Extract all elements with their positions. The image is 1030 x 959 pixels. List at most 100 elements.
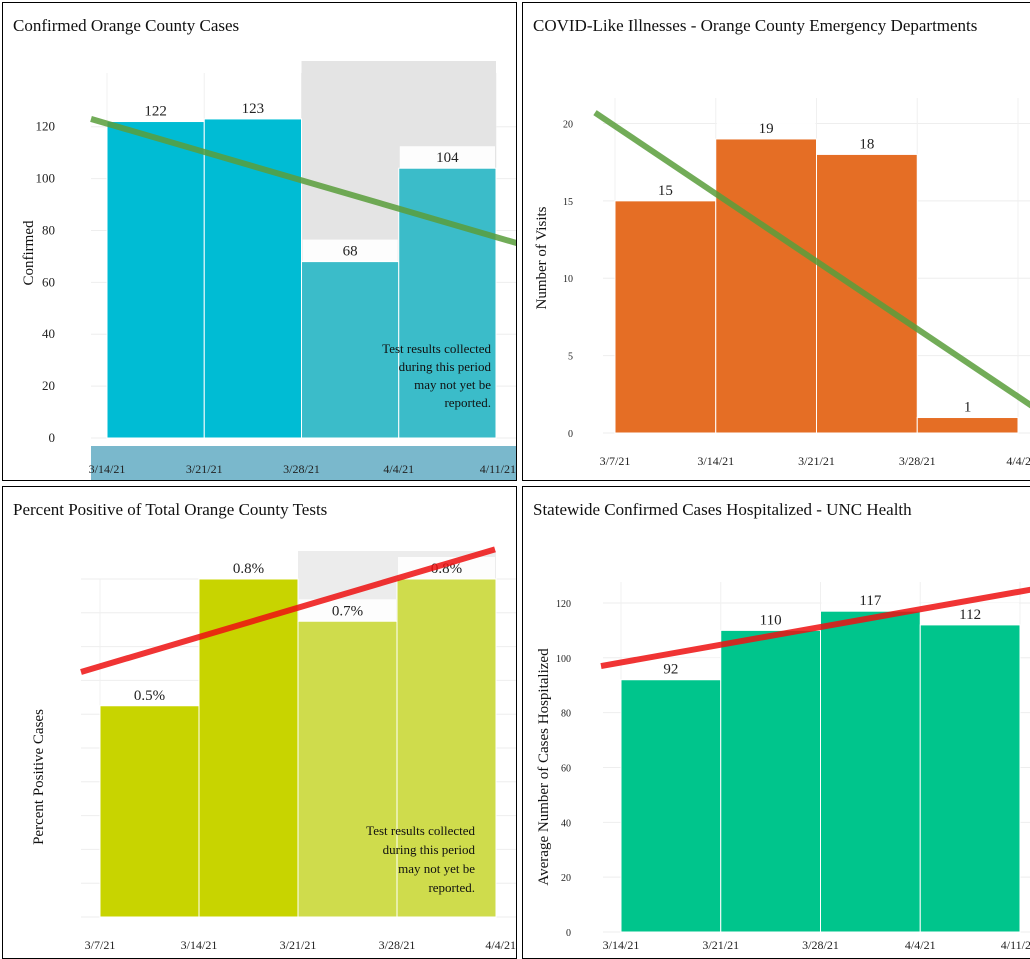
y-axis-label: Confirmed xyxy=(21,220,37,285)
bar-value-label: 92 xyxy=(663,662,678,678)
note-line: reported. xyxy=(428,880,475,895)
hospitalized-chart: 3/14/21 3/21/21 3/28/21 4/4/21 4/11/2 0 20 40 6… xyxy=(536,582,1030,952)
percent-positive-chart: 3/7/21 3/14/21 3/21/21 3/28/21 4/4/21 0.5% 0.… xyxy=(31,546,516,952)
bar-label-bg xyxy=(616,178,715,201)
x-tick-label: 3/21/21 xyxy=(798,454,835,468)
bar-label-bg xyxy=(918,395,1017,418)
percent-positive-panel: 3/7/21 3/14/21 3/21/21 3/28/21 4/4/21 0.5% 0.… xyxy=(2,486,517,959)
bar-label-bg xyxy=(205,96,301,119)
bar xyxy=(720,629,821,933)
bar xyxy=(198,578,299,918)
note-line: Test results collected xyxy=(366,823,475,838)
bar xyxy=(916,417,1019,434)
x-tick-label: 3/7/21 xyxy=(600,454,631,468)
y-tick-label: 20 xyxy=(42,378,55,393)
bar-value-label: 68 xyxy=(343,244,358,260)
x-tick-label: 3/7/21 xyxy=(85,938,116,952)
y-tick-label: 0 xyxy=(566,928,571,939)
x-tick-label: 3/14/21 xyxy=(603,938,640,952)
x-tick-label: 3/28/21 xyxy=(802,938,839,952)
y-tick-label: 120 xyxy=(36,119,56,134)
y-tick-label: 0 xyxy=(49,430,56,445)
bar-value-label: 0.7% xyxy=(332,603,363,619)
x-tick-label: 3/14/21 xyxy=(181,938,218,952)
x-tick-label: 4/11/21 xyxy=(480,462,516,476)
x-tick-label: 3/28/21 xyxy=(283,462,320,476)
x-tick-label: 3/21/21 xyxy=(186,462,223,476)
bar-value-label: 104 xyxy=(436,150,459,166)
y-tick-label: 0 xyxy=(568,429,573,440)
bar xyxy=(203,118,302,439)
y-tick-label: 60 xyxy=(42,274,55,289)
confirmed-cases-chart: 3/14/21 3/21/21 3/28/21 4/4/21 4/11/21 0 20 40… xyxy=(21,61,516,480)
bar-label-bg xyxy=(108,99,204,122)
x-tick-label: 3/28/21 xyxy=(379,938,416,952)
y-tick-label: 20 xyxy=(561,873,571,884)
chart-title: Statewide Confirmed Cases Hospitalized -… xyxy=(533,500,912,519)
note-line: during this period xyxy=(383,842,476,857)
bar-value-label: 110 xyxy=(760,612,782,628)
note-line: during this period xyxy=(399,359,492,374)
cli-ed-panel: 3/7/21 3/14/21 3/21/21 3/28/21 4/4/2 0 5 10 15 2… xyxy=(522,2,1030,481)
reporting-note: Test results collected during this perio… xyxy=(366,823,475,895)
reporting-note: Test results collected during this perio… xyxy=(382,341,491,410)
trend-line xyxy=(600,586,1030,669)
bar xyxy=(297,620,398,918)
y-tick-label: 10 xyxy=(563,274,573,285)
chart-title: Percent Positive of Total Orange County … xyxy=(13,500,328,519)
bar xyxy=(396,578,497,918)
bar-value-label: 0.8% xyxy=(233,561,264,577)
chart-title: Confirmed Orange County Cases xyxy=(13,16,240,35)
bar-value-label: 15 xyxy=(658,183,673,199)
trend-line xyxy=(90,116,516,246)
y-tick-label: 60 xyxy=(561,763,571,774)
x-tick-label: 4/4/21 xyxy=(485,938,516,952)
trend-line xyxy=(80,546,496,675)
bar-value-label: 1 xyxy=(964,400,972,416)
note-line: Test results collected xyxy=(382,341,491,356)
x-tick-label: 3/14/21 xyxy=(697,454,734,468)
bar xyxy=(715,138,817,434)
x-tick-label: 4/4/2 xyxy=(1006,454,1030,468)
y-tick-label: 15 xyxy=(563,197,573,208)
bar-label-bg xyxy=(622,657,720,680)
y-tick-label: 40 xyxy=(561,818,571,829)
x-tick-label: 3/28/21 xyxy=(899,454,936,468)
hospitalized-panel: 3/14/21 3/21/21 3/28/21 4/4/21 4/11/2 0 20 40 6… xyxy=(522,486,1030,959)
x-tick-label: 3/21/21 xyxy=(280,938,317,952)
x-tick-label: 4/4/21 xyxy=(905,938,936,952)
y-tick-label: 80 xyxy=(561,709,571,720)
x-tick-label: 3/14/21 xyxy=(89,462,126,476)
y-axis-label: Average Number of Cases Hospitalized xyxy=(536,648,552,886)
bar-label-bg xyxy=(817,132,917,155)
bar-value-label: 117 xyxy=(859,593,881,609)
bar-label-bg xyxy=(299,599,396,622)
note-line: may not yet be xyxy=(398,861,475,876)
bar-value-label: 19 xyxy=(759,121,774,137)
y-tick-label: 80 xyxy=(42,222,55,237)
bar-label-bg xyxy=(921,602,1019,625)
bar-value-label: 122 xyxy=(144,104,167,120)
x-tick-label: 3/21/21 xyxy=(702,938,739,952)
x-axis-band xyxy=(91,446,516,480)
chart-title: COVID-Like Illnesses - Orange County Eme… xyxy=(533,16,978,35)
bar xyxy=(620,679,722,933)
y-tick-label: 100 xyxy=(36,171,56,186)
y-tick-label: 100 xyxy=(556,654,571,665)
bar-label-bg xyxy=(716,116,816,139)
y-tick-label: 5 xyxy=(568,352,573,363)
bar xyxy=(919,624,1021,933)
bar-label-bg xyxy=(721,608,820,631)
bar-label-bg xyxy=(302,239,398,262)
confirmed-cases-panel: 3/14/21 3/21/21 3/28/21 4/4/21 4/11/21 0 20 40… xyxy=(2,2,517,481)
bar-label-bg xyxy=(821,589,920,612)
x-tick-label: 4/4/21 xyxy=(383,462,414,476)
bar xyxy=(106,121,205,439)
bar-value-label: 0.5% xyxy=(134,688,165,704)
cli-ed-chart: 3/7/21 3/14/21 3/21/21 3/28/21 4/4/2 0 5 10 15 2… xyxy=(534,98,1030,468)
y-tick-label: 20 xyxy=(563,119,573,130)
bar-label-bg xyxy=(200,557,297,579)
y-axis-label: Number of Visits xyxy=(534,206,550,309)
trend-line xyxy=(593,110,1030,409)
bar xyxy=(614,200,717,434)
